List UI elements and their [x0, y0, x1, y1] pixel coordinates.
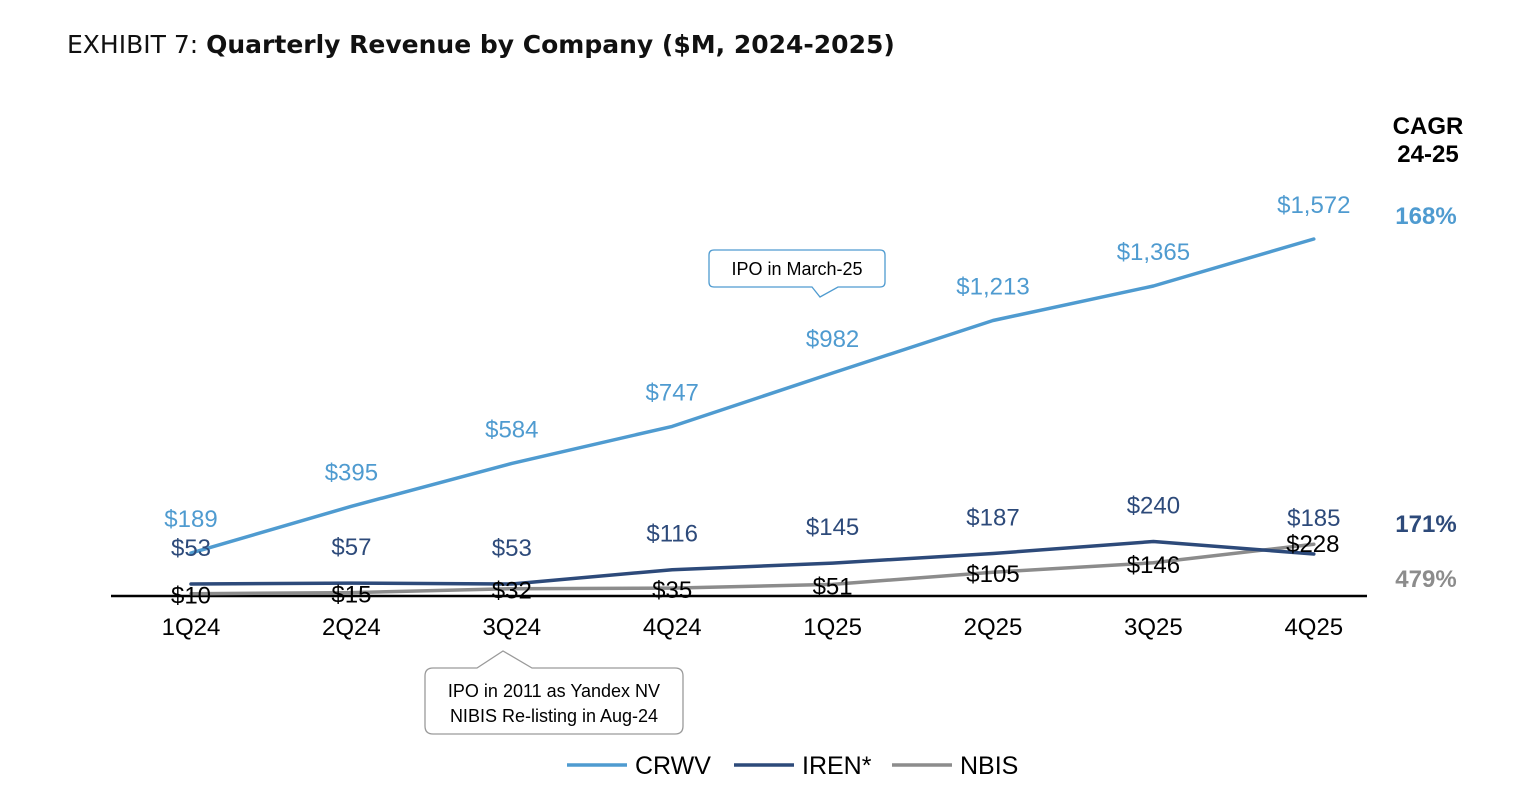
- data-label-crwv-1q25: $982: [806, 326, 859, 353]
- legend-label-iren: IREN*: [802, 752, 872, 780]
- annotation-text-nbis-line1: IPO in 2011 as Yandex NV: [448, 681, 660, 701]
- data-label-crwv-3q24: $584: [485, 416, 538, 443]
- x-tick-label-2Q24: 2Q24: [322, 614, 381, 641]
- legend-label-nbis: NBIS: [960, 752, 1018, 780]
- legend-label-crwv: CRWV: [635, 752, 711, 780]
- cagr-header-line1: CAGR: [1393, 113, 1464, 140]
- x-tick-label-4Q24: 4Q24: [643, 614, 702, 641]
- data-label-iren-3q24: $53: [492, 535, 532, 562]
- x-tick-label-1Q25: 1Q25: [803, 614, 862, 641]
- data-label-nbis-3q24: $32: [492, 578, 532, 605]
- data-label-crwv-2q24: $395: [325, 459, 378, 486]
- data-label-nbis-2q25: $105: [966, 561, 1019, 588]
- data-label-crwv-4q24: $747: [646, 379, 699, 406]
- data-label-iren-1q24: $53: [171, 535, 211, 562]
- x-tick-label-4Q25: 4Q25: [1284, 614, 1343, 641]
- data-label-nbis-3q25: $146: [1127, 552, 1180, 579]
- data-label-nbis-1q25: $51: [813, 573, 853, 600]
- data-label-nbis-4q25: $228: [1286, 531, 1339, 558]
- data-label-nbis-1q24: $10: [171, 583, 211, 610]
- data-label-iren-4q24: $116: [646, 521, 698, 548]
- data-label-iren-2q25: $187: [966, 505, 1019, 532]
- cagr-value-iren: 171%: [1395, 511, 1456, 538]
- data-label-nbis-4q24: $35: [652, 577, 692, 604]
- data-label-crwv-2q25: $1,213: [956, 274, 1029, 301]
- cagr-value-nbis: 479%: [1395, 566, 1456, 593]
- data-label-iren-1q25: $145: [806, 514, 859, 541]
- data-label-crwv-3q25: $1,365: [1117, 239, 1190, 266]
- x-tick-label-3Q24: 3Q24: [482, 614, 541, 641]
- x-tick-label-3Q25: 3Q25: [1124, 614, 1183, 641]
- annotation-text-ipo-march: IPO in March-25: [731, 259, 862, 279]
- data-label-iren-4q25: $185: [1287, 505, 1340, 532]
- data-label-crwv-4q25: $1,572: [1277, 192, 1350, 219]
- data-label-iren-3q25: $240: [1127, 492, 1180, 519]
- cagr-value-crwv: 168%: [1395, 203, 1456, 230]
- x-tick-label-1Q24: 1Q24: [162, 614, 221, 641]
- data-label-nbis-2q24: $15: [331, 582, 371, 609]
- x-tick-label-2Q25: 2Q25: [964, 614, 1023, 641]
- data-label-crwv-1q24: $189: [164, 506, 217, 533]
- data-label-iren-2q24: $57: [331, 534, 371, 561]
- annotation-text-nbis-line2: NIBIS Re-listing in Aug-24: [450, 706, 658, 726]
- cagr-header-line2: 24-25: [1397, 141, 1458, 168]
